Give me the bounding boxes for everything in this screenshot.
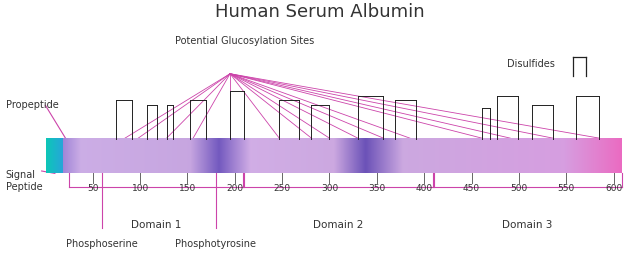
Text: 100: 100 bbox=[131, 184, 148, 193]
Text: Phosphoserine: Phosphoserine bbox=[67, 239, 138, 249]
Title: Human Serum Albumin: Human Serum Albumin bbox=[215, 3, 425, 21]
Text: 200: 200 bbox=[226, 184, 243, 193]
Text: Potential Glucosylation Sites: Potential Glucosylation Sites bbox=[175, 36, 314, 46]
Text: Domain 1: Domain 1 bbox=[131, 220, 181, 230]
Text: 500: 500 bbox=[510, 184, 527, 193]
Text: 550: 550 bbox=[557, 184, 575, 193]
Text: Domain 2: Domain 2 bbox=[313, 220, 363, 230]
Text: Propeptide: Propeptide bbox=[6, 100, 58, 110]
Text: 350: 350 bbox=[368, 184, 385, 193]
Text: Disulfides: Disulfides bbox=[508, 59, 556, 69]
Text: 50: 50 bbox=[87, 184, 99, 193]
Text: 300: 300 bbox=[321, 184, 338, 193]
Text: 600: 600 bbox=[605, 184, 622, 193]
Text: Phosphotyrosine: Phosphotyrosine bbox=[175, 239, 257, 249]
Text: 250: 250 bbox=[273, 184, 291, 193]
Text: Signal
Peptide: Signal Peptide bbox=[6, 169, 42, 192]
Text: 400: 400 bbox=[415, 184, 433, 193]
Text: Domain 3: Domain 3 bbox=[502, 220, 552, 230]
Text: 450: 450 bbox=[463, 184, 480, 193]
Text: 150: 150 bbox=[179, 184, 196, 193]
